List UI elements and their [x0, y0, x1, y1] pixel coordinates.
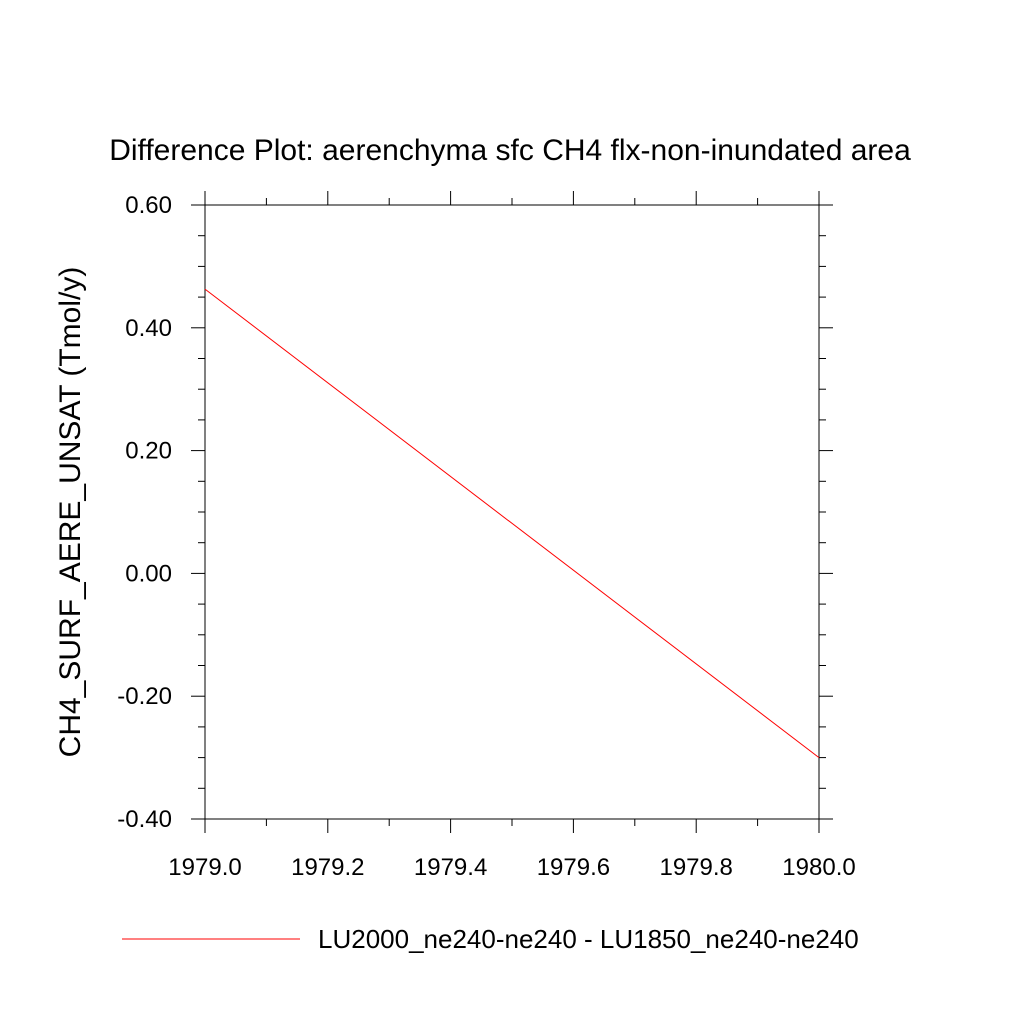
x-tick-label: 1979.0 — [168, 854, 241, 881]
x-tick-label: 1980.0 — [782, 854, 855, 881]
chart-title: Difference Plot: aerenchyma sfc CH4 flx-… — [109, 134, 911, 167]
y-tick-label: 0.60 — [125, 192, 172, 219]
x-tick-label: 1979.8 — [659, 854, 732, 881]
plot-frame — [204, 204, 820, 820]
axis-ticks: 1979.0 1979.2 1979.4 1979.6 1979.8 1980.0 -0.4… — [117, 191, 856, 881]
legend: LU2000_ne240-ne240 - LU1850_ne240-ne240 — [122, 924, 859, 954]
legend-label: LU2000_ne240-ne240 - LU1850_ne240-ne240 — [318, 924, 859, 954]
y-tick-label: 0.00 — [125, 560, 172, 587]
y-tick-label: -0.40 — [117, 806, 172, 833]
series-line — [204, 288, 820, 758]
x-tick-label: 1979.4 — [414, 854, 487, 881]
series-lines — [204, 288, 820, 758]
y-tick-label: 0.40 — [125, 315, 172, 342]
y-axis-label: CH4_SURF_AERE_UNSAT (Tmol/y) — [54, 267, 87, 758]
y-tick-label: -0.20 — [117, 683, 172, 710]
x-tick-label: 1979.2 — [291, 854, 364, 881]
y-tick-label: 0.20 — [125, 438, 172, 465]
x-tick-label: 1979.6 — [537, 854, 610, 881]
